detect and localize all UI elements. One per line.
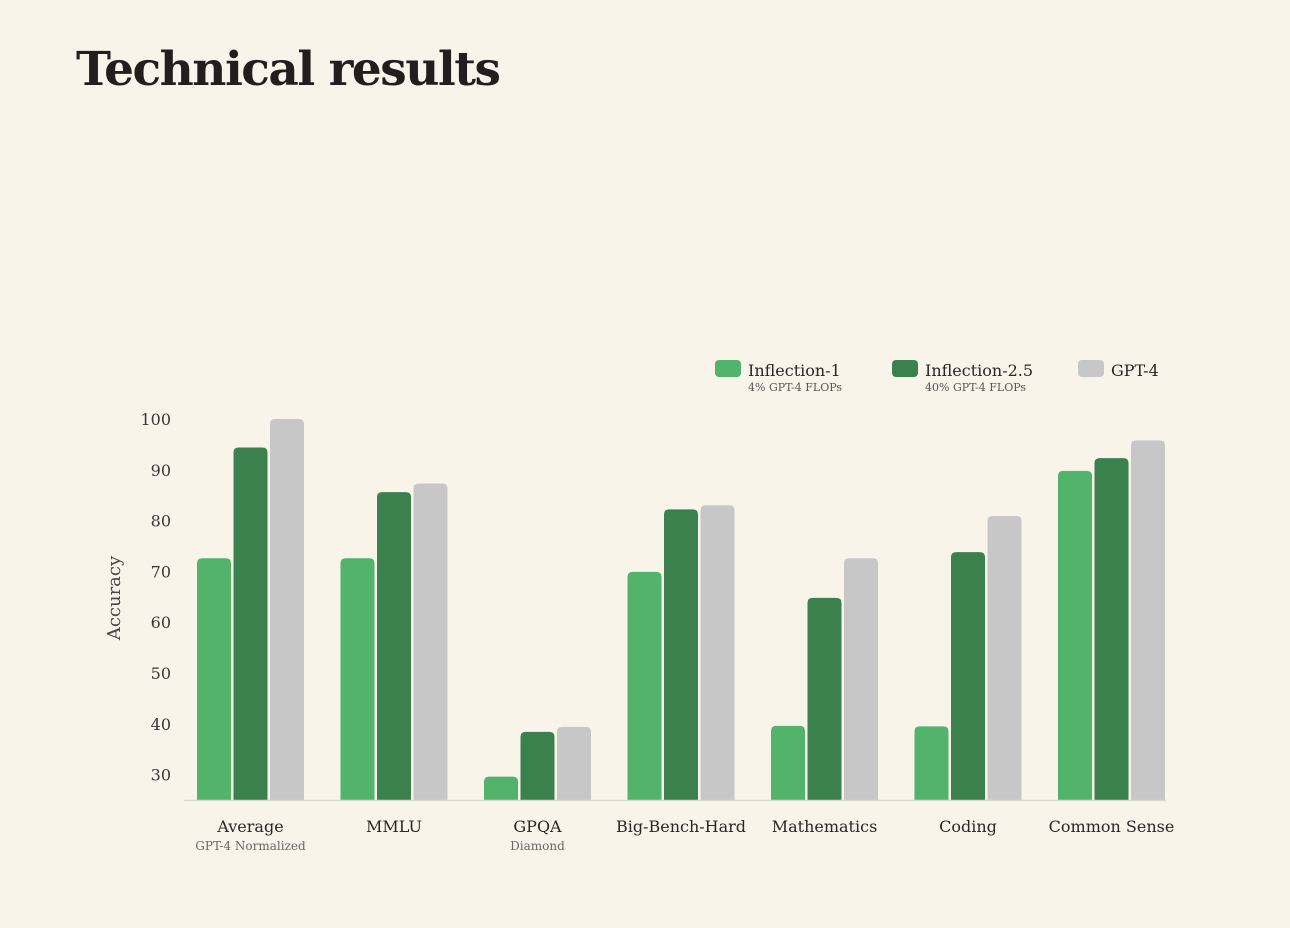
x-tick-label: GPQA: [513, 817, 562, 836]
bar-gpt-4-gpqa: [557, 726, 591, 800]
bar-inflection-2-5-common-sense: [1094, 458, 1129, 800]
y-tick-label: 90: [151, 461, 171, 480]
bar-inflection-1-average: [197, 558, 231, 800]
bar-gpt-4-mmlu: [413, 483, 448, 800]
y-tick-label: 70: [151, 562, 171, 581]
x-tick-sublabel: GPT-4 Normalized: [195, 839, 306, 853]
x-tick-label: Big-Bench-Hard: [616, 817, 746, 836]
y-tick-label: 100: [140, 410, 171, 429]
legend-item-gpt-4: GPT-4: [1078, 360, 1159, 380]
y-tick-label: 50: [151, 664, 171, 683]
legend-sublabel: 4% GPT-4 FLOPs: [748, 381, 842, 394]
bar-inflection-1-coding: [914, 726, 949, 800]
legend-sublabel: 40% GPT-4 FLOPs: [925, 381, 1026, 394]
bar-inflection-2-5-big-bench-hard: [664, 509, 698, 800]
legend-item-inflection-1: Inflection-14% GPT-4 FLOPs: [715, 360, 842, 394]
bar-inflection-1-common-sense: [1058, 470, 1092, 800]
x-tick-label: Common Sense: [1049, 817, 1175, 836]
bar-inflection-1-mathematics: [771, 725, 805, 800]
bar-gpt-4-common-sense: [1131, 440, 1165, 800]
x-axis: Average GPT-4 Normalized MMLU GPQA Diamond Bi…: [184, 799, 1175, 853]
x-tick-label: MMLU: [366, 817, 422, 836]
bar-gpt-4-average: [270, 419, 304, 800]
bar-inflection-2-5-gpqa: [520, 731, 555, 800]
bar-inflection-2-5-coding: [951, 552, 985, 800]
bar-inflection-1-gpqa: [484, 776, 518, 800]
bar-inflection-2-5-mathematics: [807, 597, 842, 800]
legend-swatch: [892, 360, 918, 377]
legend-label: Inflection-1: [748, 361, 841, 380]
bar-inflection-1-mmlu: [340, 558, 375, 800]
y-axis: 30 40 50 60 70 80 90 100 Accuracy: [104, 410, 171, 785]
legend-label: GPT-4: [1111, 361, 1159, 380]
bar-gpt-4-mathematics: [844, 558, 878, 800]
legend-label: Inflection-2.5: [925, 361, 1033, 380]
bar-gpt-4-coding: [987, 516, 1022, 800]
x-tick-sublabel: Diamond: [510, 839, 565, 853]
x-tick-label: Mathematics: [772, 817, 878, 836]
x-tick-label: Average: [216, 817, 283, 836]
bar-inflection-2-5-average: [233, 447, 268, 800]
bar-inflection-2-5-mmlu: [377, 492, 411, 800]
y-tick-label: 80: [151, 512, 171, 531]
bar-gpt-4-big-bench-hard: [700, 505, 735, 800]
y-tick-label: 30: [151, 766, 171, 785]
y-tick-label: 40: [151, 715, 171, 734]
bar-inflection-1-big-bench-hard: [627, 571, 662, 800]
chart-legend: Inflection-14% GPT-4 FLOPs Inflection-2.5…: [715, 360, 1159, 394]
x-tick-label: Coding: [939, 817, 997, 836]
bars-area: [197, 419, 1165, 800]
legend-swatch: [1078, 360, 1104, 377]
y-tick-label: 60: [151, 613, 171, 632]
y-axis-label: Accuracy: [104, 555, 125, 641]
legend-item-inflection-2-5: Inflection-2.540% GPT-4 FLOPs: [892, 360, 1033, 394]
legend-swatch: [715, 360, 741, 377]
page-title: Technical results: [76, 42, 501, 97]
